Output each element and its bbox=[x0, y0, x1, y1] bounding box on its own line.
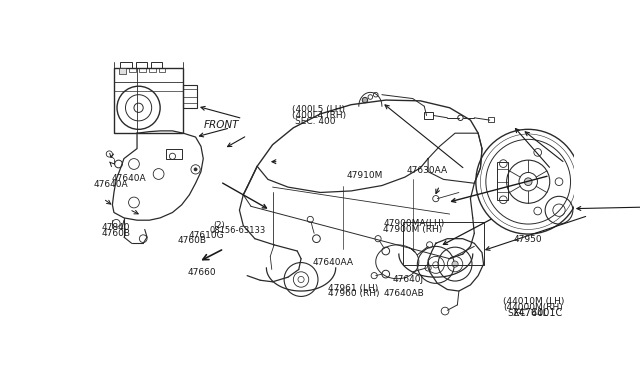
Bar bbox=[166, 148, 182, 159]
Text: FRONT: FRONT bbox=[204, 121, 239, 131]
Text: 47640A: 47640A bbox=[94, 180, 129, 189]
Text: (44000M(RH): (44000M(RH) bbox=[504, 303, 563, 312]
Bar bbox=[136, 62, 147, 68]
Text: 47640AA: 47640AA bbox=[312, 258, 353, 267]
Text: (400L5 (LH): (400L5 (LH) bbox=[292, 105, 345, 115]
Text: 47660: 47660 bbox=[188, 268, 216, 277]
Text: 47840: 47840 bbox=[101, 224, 130, 232]
Bar bbox=[129, 68, 136, 73]
Text: (2): (2) bbox=[214, 221, 225, 230]
Text: 47610G: 47610G bbox=[189, 231, 225, 240]
Bar bbox=[488, 117, 494, 122]
Text: 47640A: 47640A bbox=[111, 174, 146, 183]
Circle shape bbox=[452, 261, 458, 267]
Text: 47900MA(LH): 47900MA(LH) bbox=[383, 219, 444, 228]
Bar bbox=[497, 162, 508, 200]
Text: 47900M (RH): 47900M (RH) bbox=[383, 225, 442, 234]
Text: 47910M: 47910M bbox=[347, 171, 383, 180]
Bar bbox=[183, 85, 197, 108]
Bar bbox=[149, 68, 156, 73]
Bar bbox=[140, 68, 145, 73]
Text: 47960 (RH): 47960 (RH) bbox=[328, 289, 380, 298]
Bar bbox=[424, 112, 433, 119]
Text: 47961 (LH): 47961 (LH) bbox=[328, 283, 378, 293]
Circle shape bbox=[194, 168, 197, 171]
Text: 4760B: 4760B bbox=[178, 236, 207, 246]
Bar bbox=[159, 68, 164, 73]
Bar bbox=[114, 68, 137, 133]
Bar bbox=[120, 62, 132, 68]
Bar bbox=[118, 68, 126, 74]
Text: 4760B: 4760B bbox=[101, 229, 131, 238]
Text: 47950: 47950 bbox=[513, 235, 542, 244]
Text: 47640AB: 47640AB bbox=[383, 289, 424, 298]
Text: SEC. 400: SEC. 400 bbox=[295, 117, 335, 126]
Text: 08156-63133: 08156-63133 bbox=[210, 226, 266, 235]
Circle shape bbox=[524, 178, 532, 186]
Bar bbox=[151, 62, 163, 68]
Text: (400L4 (RH): (400L4 (RH) bbox=[292, 111, 346, 120]
Text: 47640J: 47640J bbox=[392, 275, 423, 284]
Text: (44010M (LH): (44010M (LH) bbox=[504, 297, 565, 307]
Text: X476001C: X476001C bbox=[513, 308, 563, 318]
Circle shape bbox=[362, 97, 367, 103]
Text: 47630AA: 47630AA bbox=[407, 166, 448, 174]
Text: SEC. 44L: SEC. 44L bbox=[508, 310, 548, 318]
